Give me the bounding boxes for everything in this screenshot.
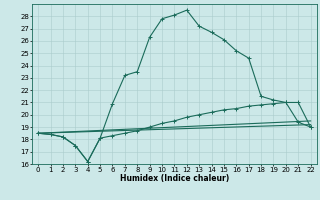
X-axis label: Humidex (Indice chaleur): Humidex (Indice chaleur): [120, 174, 229, 183]
